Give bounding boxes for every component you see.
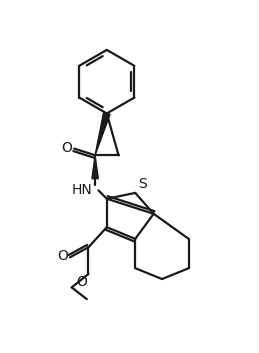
Text: O: O (57, 250, 68, 263)
Text: O: O (76, 275, 87, 289)
Polygon shape (92, 155, 98, 179)
Polygon shape (95, 113, 110, 155)
Text: HN: HN (72, 184, 93, 197)
Text: O: O (61, 141, 72, 155)
Text: S: S (139, 177, 147, 191)
